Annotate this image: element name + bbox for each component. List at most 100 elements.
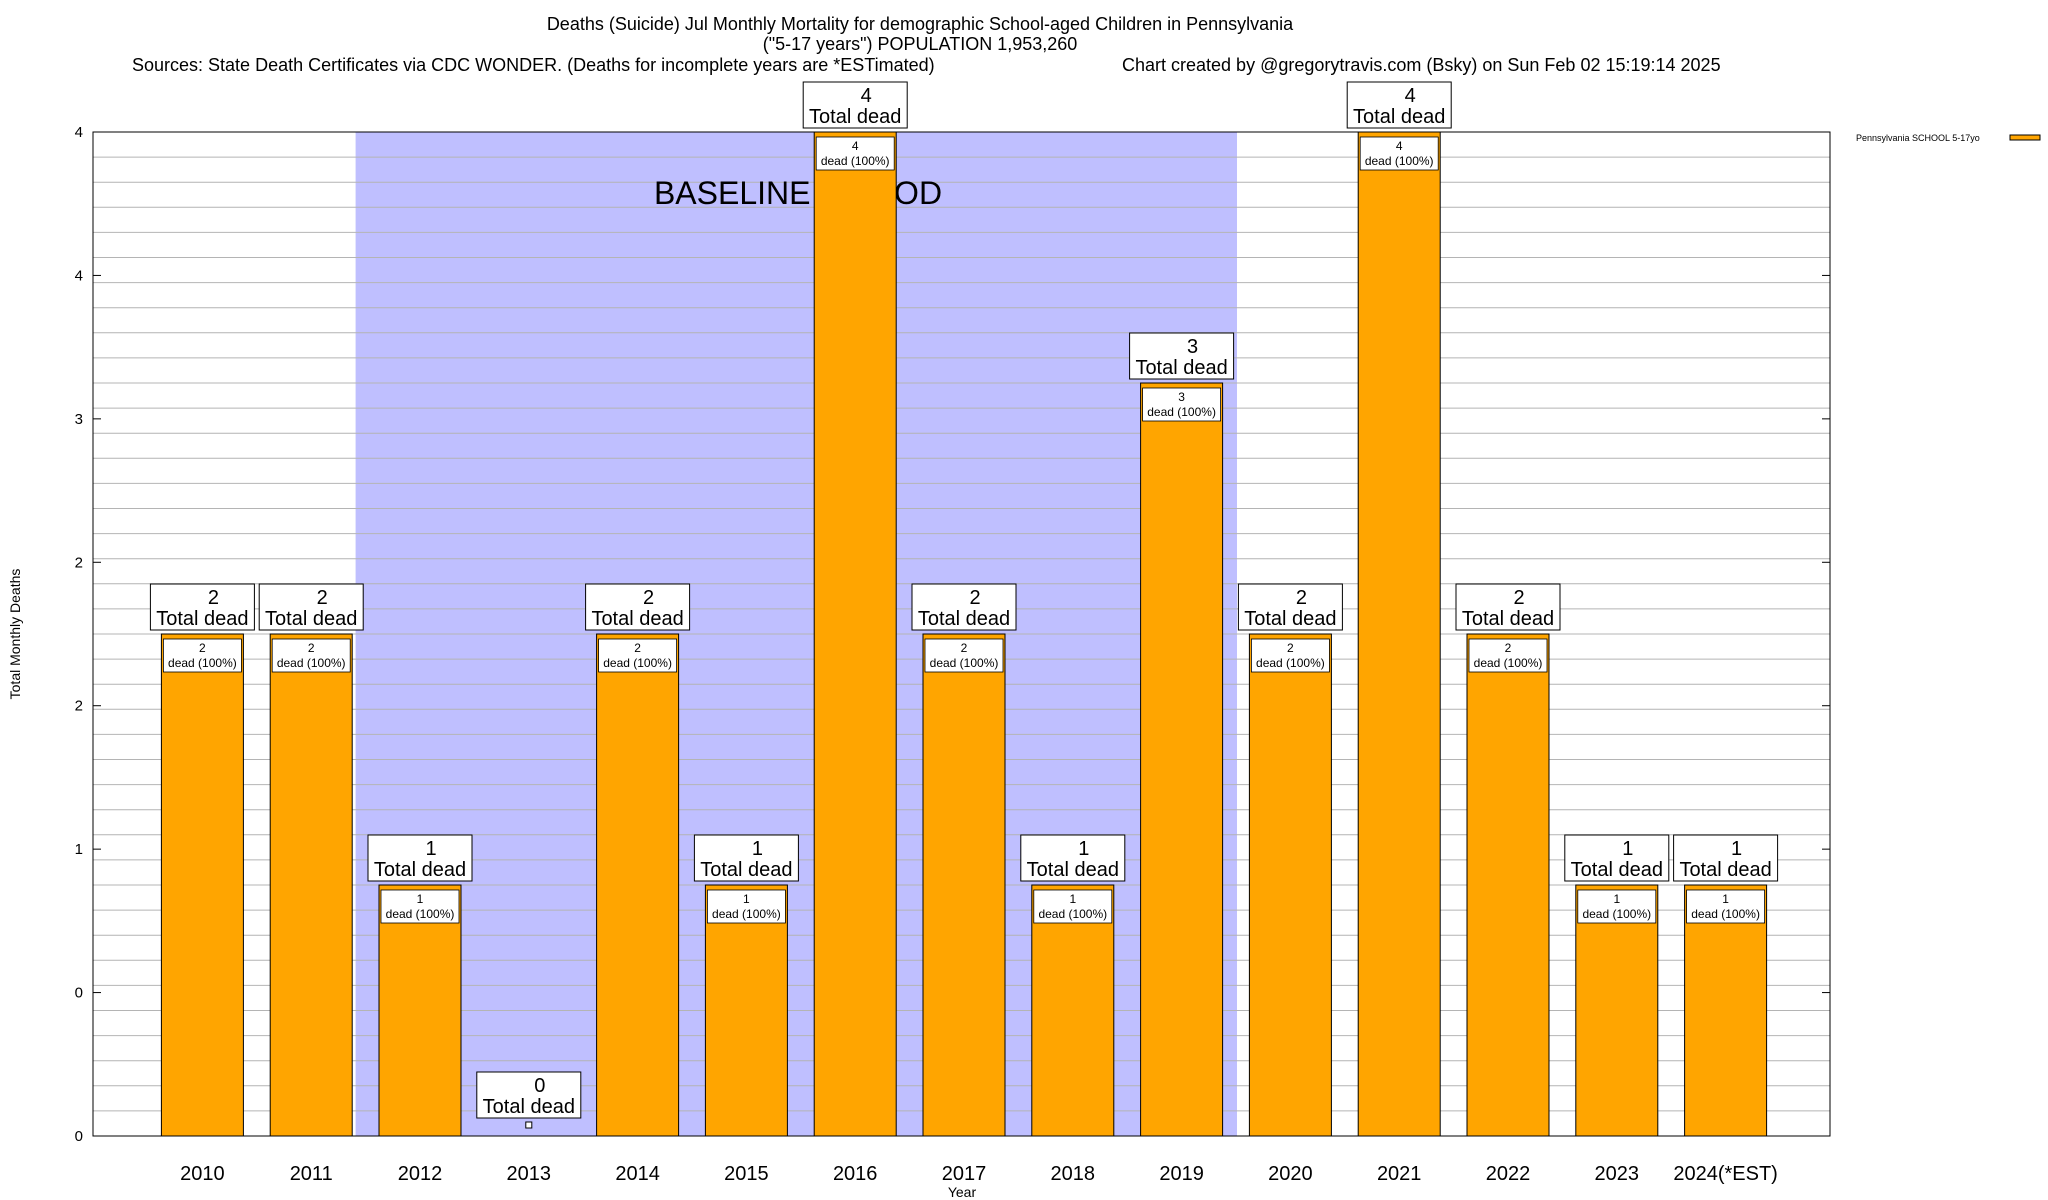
bar-zero-marker	[525, 1121, 533, 1129]
bar-inner-label-box	[162, 638, 242, 673]
bar-inner-label-box	[1251, 638, 1330, 673]
y-axis-label: Total Monthly Deaths	[7, 569, 23, 700]
bar-inner-label: dead (100%)	[277, 656, 346, 670]
x-tick-label: 2013	[507, 1163, 552, 1185]
total-label-text: Total dead	[156, 608, 248, 630]
bar-inner-label-box	[707, 889, 786, 924]
total-label-text: Total dead	[700, 859, 792, 881]
bar	[813, 131, 897, 1137]
chart-credit: Chart created by @gregorytravis.com (Bsk…	[1122, 55, 1721, 75]
bar	[1140, 382, 1224, 1137]
bar-inner-label: dead (100%)	[603, 656, 672, 670]
bar-inner-label: dead (100%)	[1365, 154, 1434, 168]
bar	[704, 884, 788, 1137]
chart-title-line1: Deaths (Suicide) Jul Monthly Mortality f…	[546, 14, 1294, 34]
total-label-text: Total dead	[1244, 608, 1336, 630]
x-tick-label: 2020	[1268, 1163, 1313, 1185]
bar-inner-count: 4	[852, 139, 859, 153]
bar-inner-label: dead (100%)	[1256, 656, 1325, 670]
bar-inner-label: dead (100%)	[1147, 405, 1216, 419]
bar-inner-label-box	[1577, 889, 1657, 924]
legend-label: Pennsylvania SCHOOL 5-17yo	[1856, 133, 1980, 143]
bar-inner-label-box	[380, 889, 460, 924]
bar-inner-count: 1	[417, 892, 424, 906]
total-label-count: 2	[1513, 587, 1524, 609]
x-tick-label: 2017	[942, 1163, 987, 1185]
bar-inner-label: dead (100%)	[930, 656, 999, 670]
x-tick-label: 2021	[1377, 1163, 1422, 1185]
total-label-count: 2	[969, 587, 980, 609]
bar-inner-count: 2	[199, 641, 206, 655]
bar-inner-label-box	[1359, 136, 1439, 171]
total-label-text: Total dead	[1027, 859, 1119, 881]
bar-inner-label: dead (100%)	[1582, 907, 1651, 921]
total-label-box	[258, 583, 364, 631]
bar	[1684, 884, 1768, 1137]
x-tick-label: 2011	[290, 1163, 333, 1185]
x-axis-label: Year	[948, 1184, 977, 1200]
total-label-count: 2	[317, 587, 328, 609]
bar-inner-label-box	[598, 638, 677, 673]
y-tick-label: 4	[75, 267, 83, 284]
bar	[1248, 633, 1332, 1137]
total-label-text: Total dead	[1571, 859, 1663, 881]
x-tick-label: 2024(*EST)	[1673, 1163, 1778, 1185]
legend-swatch	[2009, 134, 2041, 141]
total-label-text: Total dead	[483, 1096, 575, 1118]
total-label-box	[1564, 834, 1670, 882]
total-label-box	[1673, 834, 1779, 882]
y-tick-label: 2	[75, 698, 83, 715]
bar-inner-label-box	[924, 638, 1004, 673]
y-tick-label: 2	[75, 554, 83, 571]
bar-inner-label: dead (100%)	[1474, 656, 1543, 670]
total-label-text: Total dead	[809, 106, 901, 128]
bar	[596, 633, 680, 1137]
total-label-box	[1346, 81, 1452, 129]
x-tick-label: 2015	[724, 1163, 769, 1185]
bar	[1466, 633, 1550, 1137]
bar-inner-label-box	[1686, 889, 1765, 924]
bar	[1031, 884, 1115, 1137]
x-tick-label: 2023	[1595, 1163, 1640, 1185]
bar	[922, 633, 1006, 1137]
x-tick-label: 2022	[1486, 1163, 1531, 1185]
bar-inner-label: dead (100%)	[821, 154, 890, 168]
total-label-count: 4	[1405, 85, 1416, 107]
total-label-count: 2	[208, 587, 219, 609]
bar-inner-label-box	[815, 136, 895, 171]
bar-inner-label: dead (100%)	[1038, 907, 1107, 921]
bar-inner-label-box	[1033, 889, 1113, 924]
y-tick-label: 3	[75, 411, 83, 428]
bar-inner-label-box	[271, 638, 351, 673]
total-label-box	[367, 834, 473, 882]
bar	[269, 633, 353, 1137]
bar-inner-count: 2	[1505, 641, 1512, 655]
total-label-count: 1	[1622, 838, 1633, 860]
bar-inner-count: 3	[1178, 390, 1185, 404]
x-tick-label: 2012	[398, 1163, 443, 1185]
bar-inner-count: 1	[1613, 892, 1620, 906]
bar	[1357, 131, 1441, 1137]
chart-title-line2: ("5-17 years") POPULATION 1,953,260	[762, 34, 1078, 54]
total-label-box	[1455, 583, 1561, 631]
bar-inner-label-box	[1142, 387, 1221, 422]
total-label-text: Total dead	[265, 608, 357, 630]
total-label-count: 3	[1187, 336, 1198, 358]
bar-inner-label: dead (100%)	[386, 907, 455, 921]
total-label-count: 0	[534, 1075, 545, 1097]
bar-inner-count: 2	[634, 641, 641, 655]
total-label-box	[693, 834, 799, 882]
total-label-count: 1	[1078, 838, 1089, 860]
